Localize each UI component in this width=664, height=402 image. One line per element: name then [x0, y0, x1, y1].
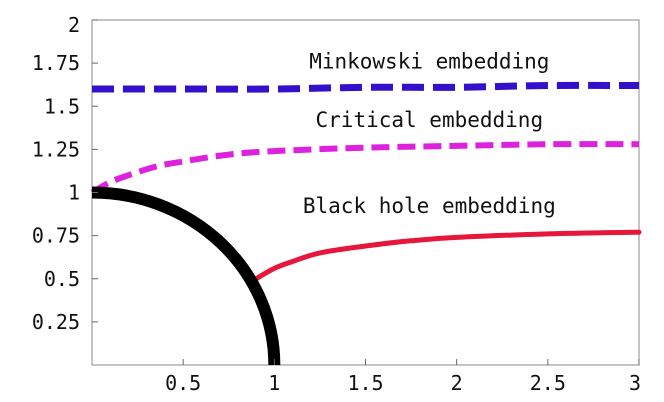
- y-tick-label: 2: [68, 13, 80, 37]
- y-tick-label: 0.25: [32, 310, 80, 334]
- y-tick-label: 0.5: [44, 267, 80, 291]
- horizon-arc: [91, 186, 281, 366]
- y-tick-label: 1.25: [32, 137, 80, 161]
- annotation-black-hole: Black hole embedding: [303, 194, 556, 218]
- annotation-critical: Critical embedding: [316, 108, 544, 132]
- x-tick-label: 2.5: [530, 371, 566, 395]
- x-tick-label: 2: [451, 371, 463, 395]
- x-tick-label: 0.5: [165, 371, 201, 395]
- y-tick-label: 1.75: [32, 51, 80, 75]
- annotation-minkowski: Minkowski embedding: [309, 49, 549, 73]
- series-layer: [90, 81, 642, 366]
- x-tick-label: 1.5: [347, 371, 383, 395]
- y-axis-ticks: 0.25 0.5 0.75 1 1.25 1.5 1.75 2: [32, 13, 98, 334]
- critical-curve: [90, 141, 640, 196]
- black-hole-curve: [253, 229, 642, 282]
- x-tick-label: 1: [268, 371, 280, 395]
- minkowski-curve: [92, 81, 640, 93]
- x-tick-label: 3: [629, 371, 641, 395]
- y-tick-label: 1.5: [44, 94, 80, 118]
- y-tick-label: 1: [68, 181, 80, 205]
- y-tick-label: 0.75: [32, 224, 80, 248]
- x-axis-ticks: 0.5 1 1.5 2 2.5 3: [165, 359, 641, 395]
